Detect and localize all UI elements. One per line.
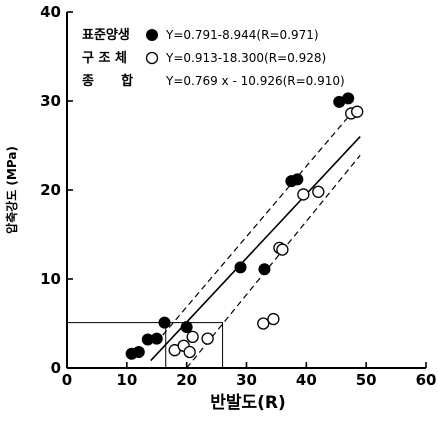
- fit-line-1: [162, 116, 349, 336]
- legend-label-combined: 종 합: [82, 73, 133, 89]
- x-tick-label-5: 50: [356, 371, 377, 389]
- legend-equation-standard-curing: Y=0.791-8.944(R=0.971): [165, 28, 319, 42]
- legend-marker-filled: [146, 29, 158, 41]
- y-tick-label-3: 30: [40, 92, 61, 110]
- legend-equation-combined: Y=0.769 x - 10.926(R=0.910): [165, 74, 345, 88]
- series-1-point-12: [351, 105, 364, 118]
- legend-label-structure: 구 조 체: [82, 51, 127, 66]
- fit-line-2: [186, 154, 361, 369]
- series-1-point-3: [201, 332, 214, 345]
- y-axis-title: 압축강도 (MPa): [4, 146, 19, 234]
- y-tick-label-4: 40: [40, 3, 61, 21]
- legend: 표준양생 Y=0.791-8.944(R=0.971) 구 조 체 Y=0.91…: [82, 28, 345, 89]
- x-tick-label-3: 30: [236, 371, 257, 389]
- x-tick-label-1: 10: [116, 371, 137, 389]
- series-0-point-4: [158, 316, 171, 329]
- series-1-point-8: [276, 243, 289, 256]
- series-0-point-7: [258, 263, 271, 276]
- series-1-point-5: [257, 317, 270, 330]
- axes-layer: 0 10 20 30 40 50 60 0 10 20 30 40: [40, 3, 436, 389]
- y-tick-label-1: 10: [40, 270, 61, 288]
- series-0-point-3: [150, 332, 163, 345]
- series-0-point-9: [291, 173, 304, 186]
- series-1-point-6: [267, 312, 280, 326]
- x-tick-label-0: 0: [62, 371, 72, 389]
- x-axis-title: 반발도(R): [210, 393, 286, 413]
- y-tick-label-2: 20: [40, 181, 61, 199]
- plot-layer: [66, 92, 364, 369]
- x-tick-label-6: 60: [416, 371, 437, 389]
- highlight-box: [66, 322, 224, 369]
- series-1-point-4: [183, 345, 196, 359]
- series-1-point-10: [312, 185, 325, 198]
- series-0-point-6: [234, 261, 247, 274]
- legend-equation-structure: Y=0.913-18.300(R=0.928): [165, 51, 326, 65]
- legend-marker-open: [145, 51, 159, 65]
- series-0-point-1: [132, 345, 145, 358]
- series-0-point-11: [342, 92, 355, 105]
- y-tick-label-0: 0: [51, 359, 61, 377]
- series-1-point-9: [297, 188, 310, 201]
- x-tick-label-4: 40: [296, 371, 317, 389]
- series-0-point-5: [180, 321, 193, 334]
- x-tick-label-2: 20: [176, 371, 197, 389]
- legend-label-standard-curing: 표준양생: [82, 28, 130, 43]
- series-1-point-2: [186, 330, 199, 344]
